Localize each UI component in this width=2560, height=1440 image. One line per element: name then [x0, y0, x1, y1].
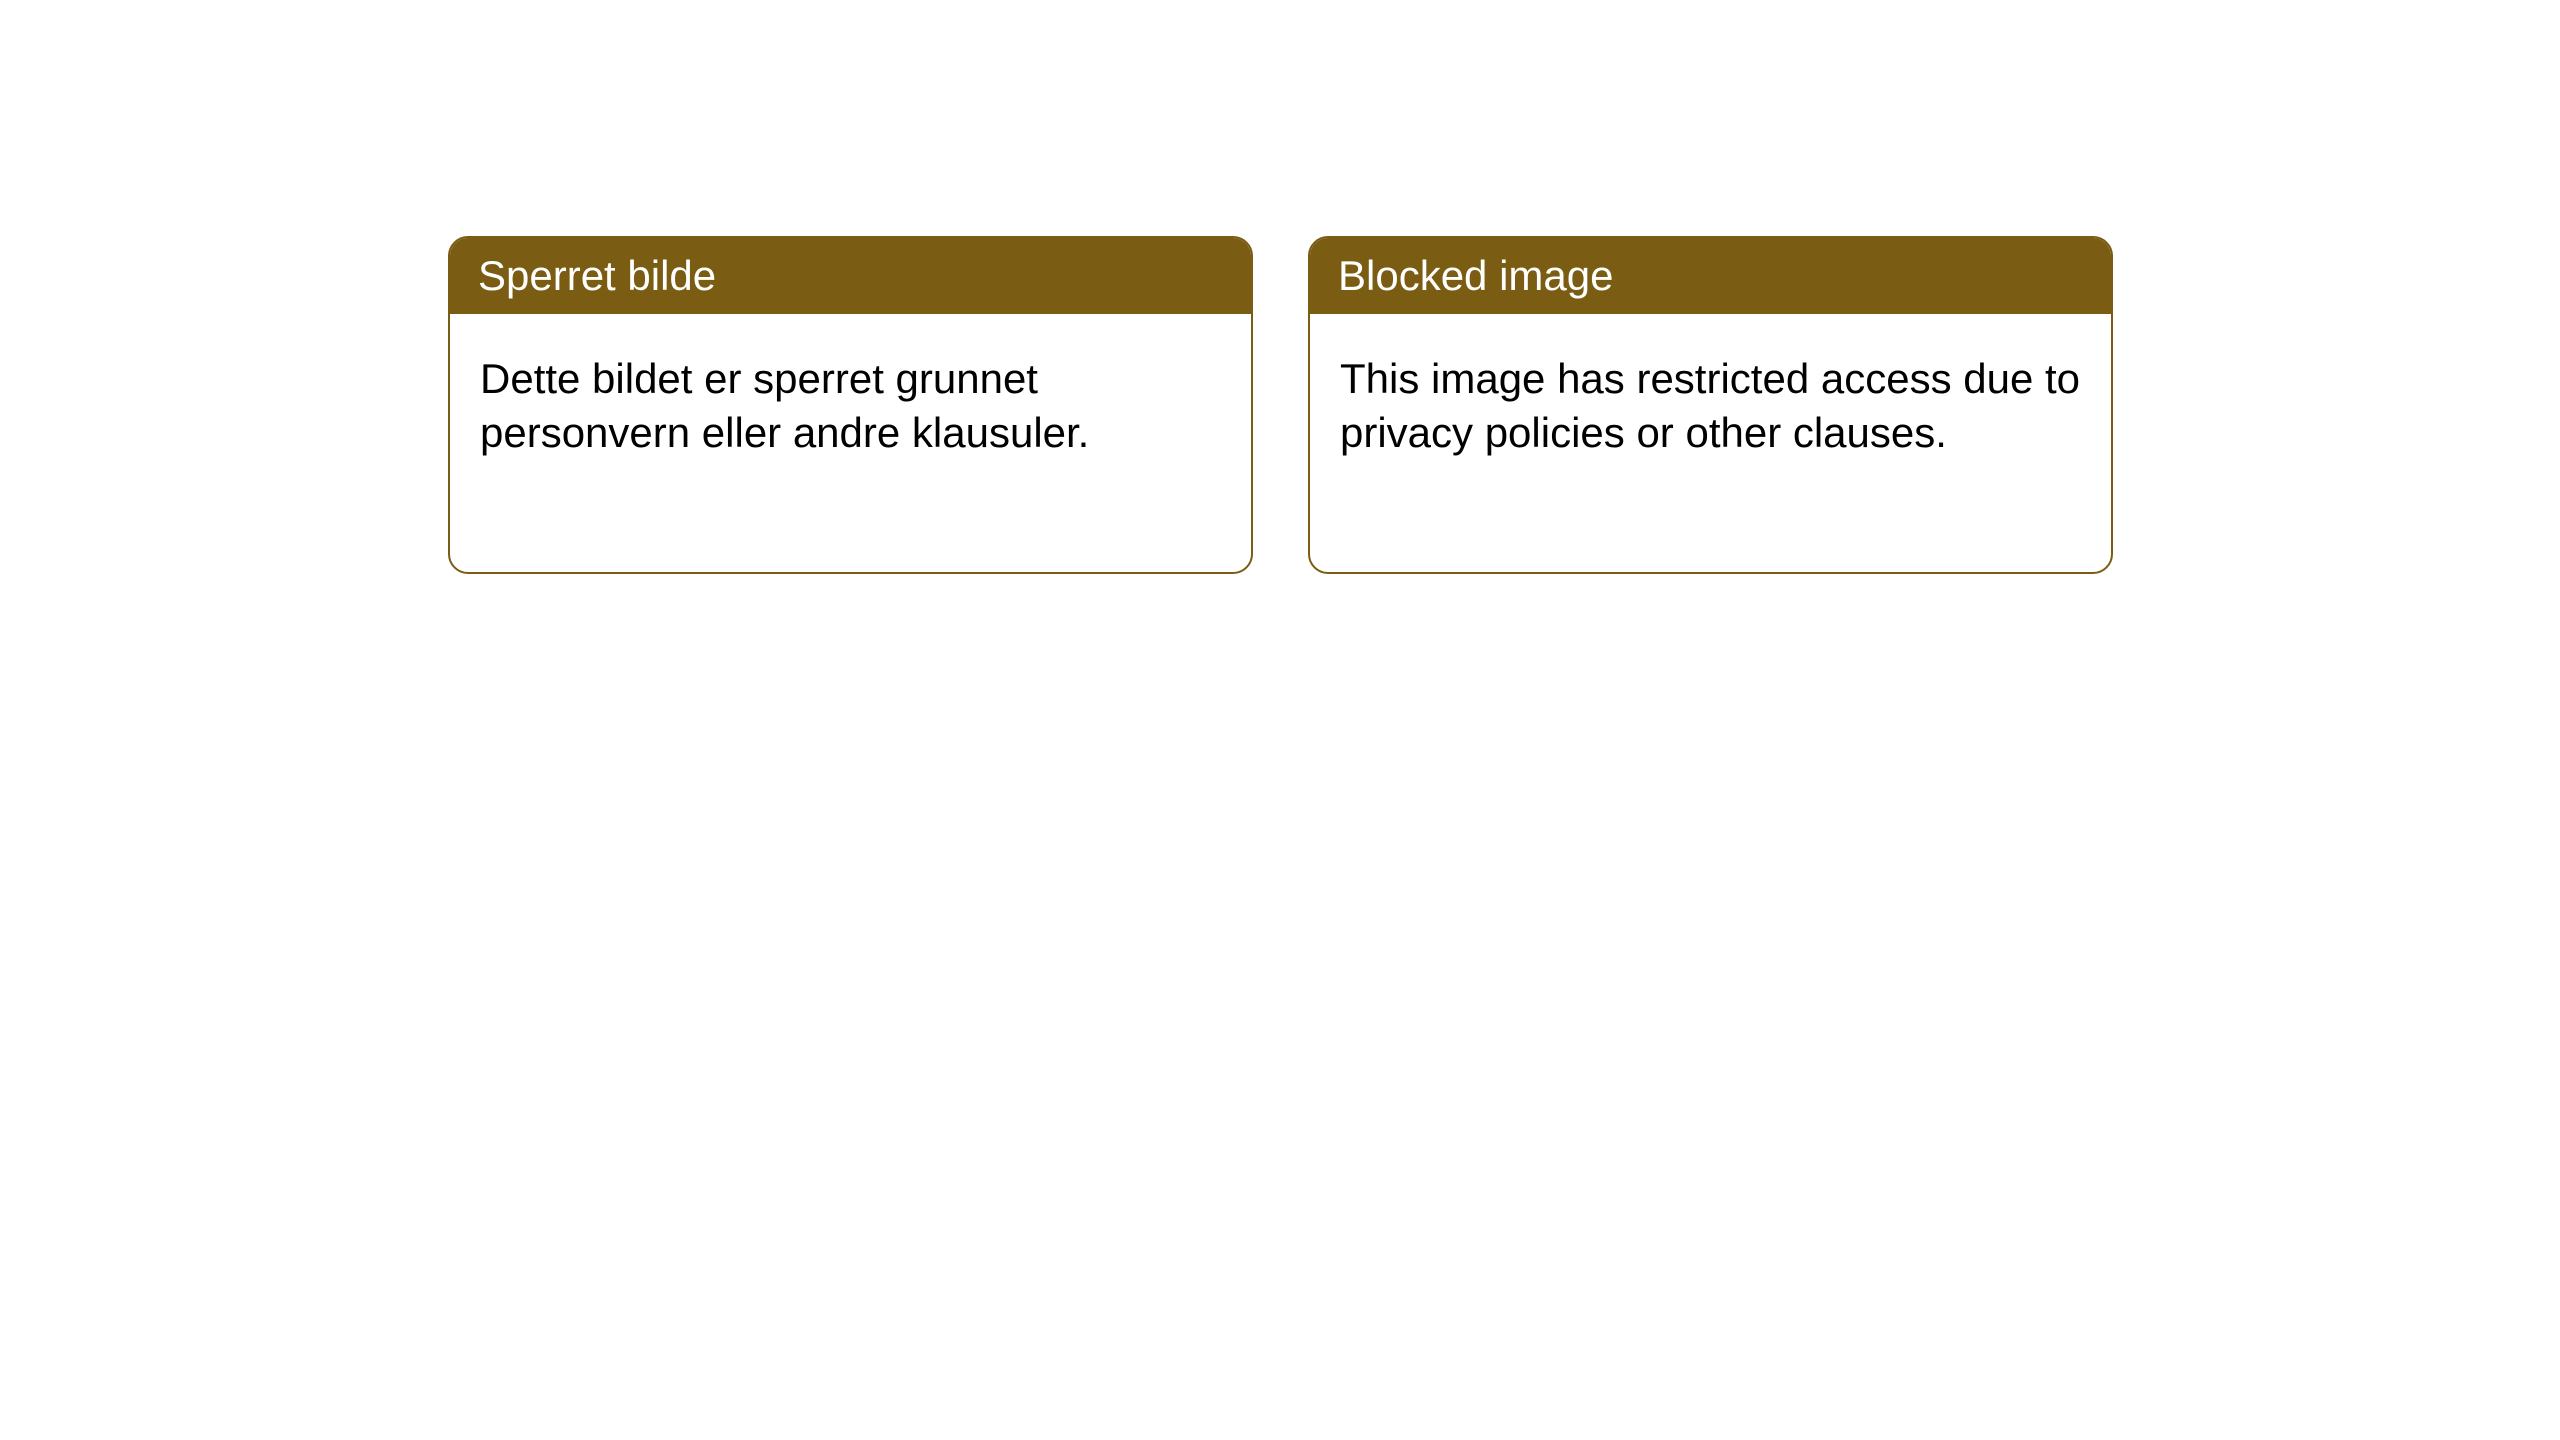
- cards-container: Sperret bilde Dette bildet er sperret gr…: [0, 0, 2560, 574]
- blocked-image-card-en: Blocked image This image has restricted …: [1308, 236, 2113, 574]
- card-body-en: This image has restricted access due to …: [1310, 314, 2111, 498]
- card-body-text-no: Dette bildet er sperret grunnet personve…: [480, 355, 1089, 456]
- blocked-image-card-no: Sperret bilde Dette bildet er sperret gr…: [448, 236, 1253, 574]
- card-body-no: Dette bildet er sperret grunnet personve…: [450, 314, 1251, 498]
- card-header-en: Blocked image: [1310, 238, 2111, 314]
- card-title-no: Sperret bilde: [478, 252, 716, 299]
- card-body-text-en: This image has restricted access due to …: [1340, 355, 2080, 456]
- card-title-en: Blocked image: [1338, 252, 1613, 299]
- card-header-no: Sperret bilde: [450, 238, 1251, 314]
